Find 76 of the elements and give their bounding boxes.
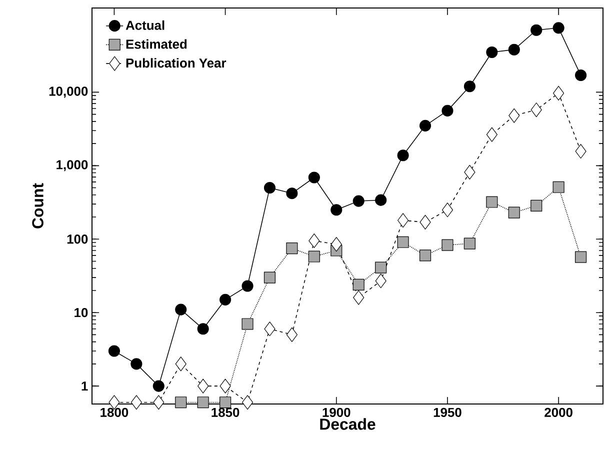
point (553, 86, 564, 100)
y-tick-label: 1,000 (56, 160, 88, 172)
x-tick-label: 1950 (434, 408, 462, 417)
x-tick-label: 2000 (544, 408, 572, 417)
point (575, 251, 587, 263)
point (375, 262, 387, 274)
y-tick-label: 100 (67, 234, 88, 244)
point (552, 181, 564, 193)
point (464, 238, 476, 250)
y-tick-label: 10 (74, 308, 88, 318)
point (220, 378, 231, 394)
point (398, 213, 409, 228)
point (442, 104, 454, 116)
point (464, 80, 476, 92)
point (353, 290, 364, 305)
point (508, 44, 520, 56)
point (530, 102, 542, 118)
point (552, 22, 564, 34)
point (464, 164, 476, 180)
point (286, 242, 298, 254)
point (397, 236, 409, 248)
point (308, 172, 320, 184)
point (220, 396, 232, 408)
x-tick-label: 1900 (322, 408, 350, 417)
point (242, 395, 254, 410)
point (308, 233, 320, 248)
point (175, 304, 187, 316)
point (419, 250, 432, 262)
point (375, 274, 386, 288)
point (242, 318, 254, 330)
point (242, 280, 254, 292)
point (575, 144, 586, 159)
point (197, 396, 209, 408)
point (108, 345, 120, 357)
point (130, 395, 142, 410)
point (419, 120, 432, 132)
y-axis-title: Count (32, 183, 44, 228)
point (153, 395, 164, 410)
point (530, 24, 542, 36)
point (508, 108, 520, 123)
point (442, 239, 454, 251)
point (197, 323, 209, 335)
point (330, 237, 342, 252)
point (486, 196, 498, 208)
point (352, 195, 364, 207)
point (220, 294, 232, 306)
point (264, 182, 276, 194)
y-tick-label: 1 (82, 382, 88, 391)
point (352, 278, 364, 290)
point (286, 188, 298, 200)
point (575, 69, 587, 82)
point (308, 250, 320, 262)
point (175, 356, 186, 372)
legend-label: Estimated (126, 39, 187, 49)
point (486, 46, 498, 58)
y-tick-label: 10,000 (49, 86, 88, 98)
point (286, 327, 298, 342)
point (198, 378, 209, 394)
point (375, 194, 387, 206)
point (264, 322, 276, 336)
x-tick-label: 1800 (100, 408, 128, 417)
point (420, 214, 431, 230)
point (486, 127, 498, 142)
legend-label: Actual (126, 20, 164, 30)
point (130, 358, 142, 370)
point (175, 396, 187, 408)
legend-label: Publication Year (126, 58, 226, 68)
x-axis-title: Decade (320, 418, 376, 430)
point (530, 200, 542, 212)
point (508, 206, 520, 218)
point (264, 272, 276, 284)
x-tick-label: 1850 (212, 408, 240, 417)
point (397, 150, 409, 162)
point (442, 202, 454, 218)
point (330, 204, 342, 216)
point (152, 380, 164, 392)
